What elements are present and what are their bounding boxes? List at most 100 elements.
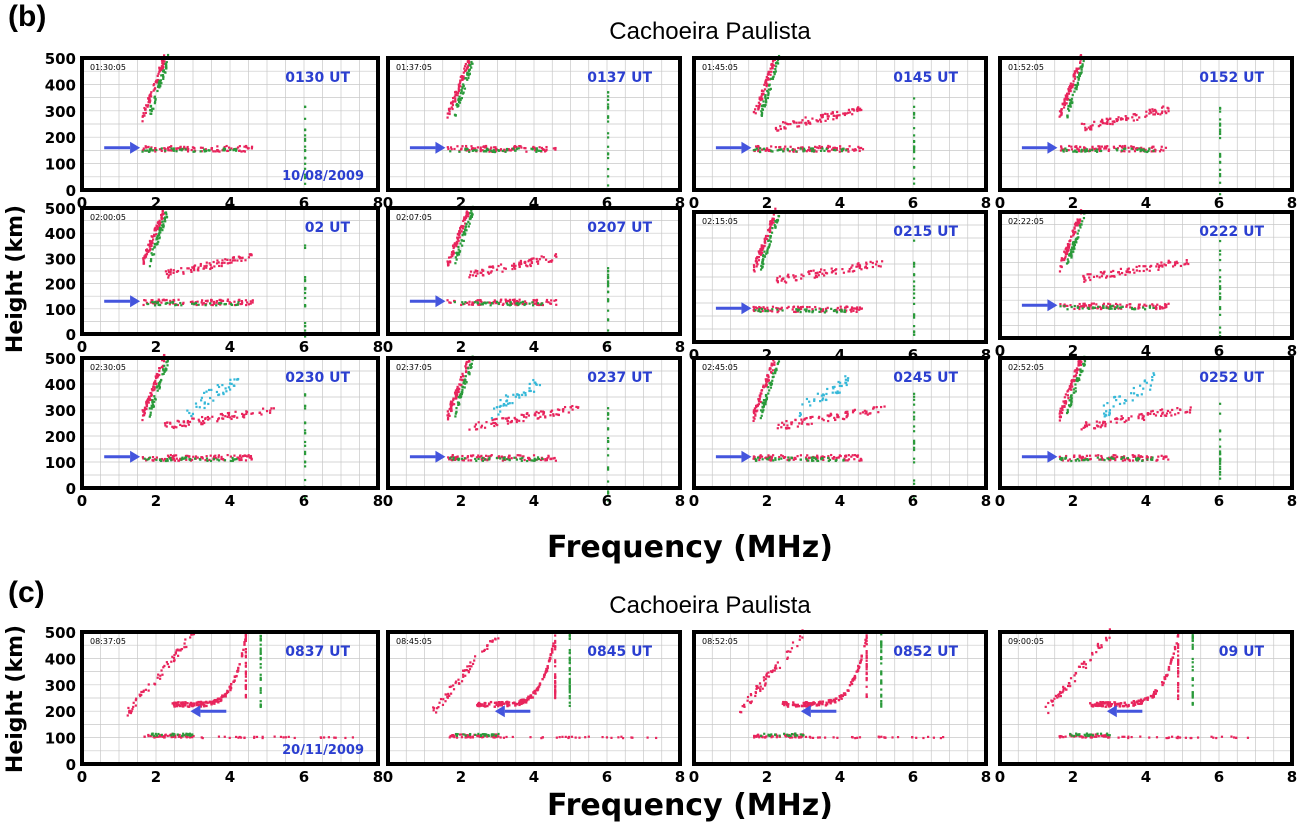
trace-point — [482, 145, 485, 148]
trace-point — [758, 455, 761, 458]
trace-point — [446, 418, 450, 421]
trace-point — [144, 108, 147, 111]
trace-point — [515, 147, 519, 150]
trace-point — [510, 419, 513, 423]
trace-point — [1130, 306, 1134, 310]
trace-point — [1097, 454, 1100, 457]
trace-point — [800, 418, 803, 421]
trace-point — [158, 86, 161, 89]
trace-point — [1124, 399, 1128, 402]
trace-point — [200, 415, 204, 419]
trace-point — [913, 425, 916, 428]
trace-point — [812, 459, 815, 462]
trace-point — [1219, 477, 1222, 480]
trace-point — [1152, 304, 1155, 307]
trace-point — [169, 299, 172, 302]
trace-point — [526, 265, 529, 268]
trace-point — [913, 177, 916, 180]
trace-point — [913, 116, 916, 119]
trace-point — [461, 459, 464, 462]
trace-point — [761, 246, 765, 249]
trace-point — [245, 411, 249, 414]
trace-point — [247, 303, 250, 306]
trace-point — [1161, 265, 1164, 268]
trace-point — [457, 248, 460, 251]
trace-point — [530, 259, 533, 262]
trace-point — [149, 258, 153, 261]
trace-point — [558, 408, 561, 412]
trace-point — [1155, 265, 1158, 268]
trace-point — [766, 96, 770, 100]
trace-point — [777, 423, 780, 426]
trace-point — [244, 656, 247, 659]
trace-point — [182, 147, 186, 150]
trace-point — [192, 268, 196, 271]
trace-point — [1120, 149, 1124, 152]
trace-point — [1075, 84, 1078, 87]
trace-point — [259, 687, 262, 690]
trace-point — [181, 704, 184, 708]
trace-point — [189, 268, 193, 272]
trace-point — [487, 455, 490, 458]
trace-point — [1104, 425, 1107, 428]
trace-point — [458, 383, 461, 386]
trace-point — [760, 414, 763, 417]
trace-point — [830, 271, 834, 274]
trace-point — [858, 149, 861, 153]
trace-point — [157, 78, 160, 82]
trace-point — [154, 300, 157, 304]
trace-point — [772, 375, 775, 378]
trace-point — [1130, 145, 1133, 148]
figure-b-xlabel: Frequency (MHz) — [547, 530, 833, 565]
trace-point — [456, 388, 460, 392]
trace-point — [1155, 111, 1158, 114]
trace-point — [162, 666, 165, 669]
trace-point — [865, 410, 868, 413]
trace-point — [259, 666, 262, 669]
trace-point — [1063, 258, 1066, 262]
trace-point — [1114, 302, 1118, 306]
trace-point — [772, 454, 775, 457]
trace-point — [767, 379, 770, 382]
trace-point — [776, 427, 779, 430]
panel-label-c: (c) — [8, 576, 45, 609]
trace-point — [181, 424, 184, 428]
trace-point — [230, 147, 233, 150]
trace-point — [607, 468, 610, 471]
trace-point — [304, 244, 307, 247]
trace-point — [771, 218, 774, 221]
trace-point — [767, 376, 770, 379]
trace-point — [198, 703, 201, 707]
trace-point — [760, 89, 764, 93]
trace-point — [1058, 110, 1062, 113]
trace-point — [454, 262, 457, 265]
trace-point — [768, 148, 771, 152]
trace-point — [843, 457, 846, 460]
x-tick-label: 0 — [77, 338, 87, 356]
trace-point — [228, 146, 231, 149]
trace-point — [489, 304, 492, 307]
trace-point — [801, 403, 804, 406]
trace-point — [206, 701, 209, 704]
trace-point — [236, 456, 240, 459]
trace-point — [542, 413, 545, 416]
trace-point — [913, 479, 916, 482]
trace-point — [200, 399, 203, 402]
trace-point — [1070, 400, 1073, 403]
trace-point — [1090, 302, 1093, 305]
trace-point — [1108, 307, 1111, 310]
trace-point — [1128, 458, 1131, 462]
trace-point — [842, 112, 845, 115]
trace-point — [148, 97, 151, 100]
arrow-head-icon — [130, 141, 141, 154]
trace-point — [838, 454, 841, 457]
trace-point — [1097, 148, 1100, 151]
trace-point — [1156, 411, 1159, 414]
trace-point — [1074, 383, 1077, 386]
trace-point — [450, 400, 453, 403]
trace-point — [1068, 243, 1071, 246]
trace-point — [505, 147, 509, 151]
trace-point — [464, 370, 468, 374]
ut-label: 0252 UT — [1199, 370, 1264, 386]
